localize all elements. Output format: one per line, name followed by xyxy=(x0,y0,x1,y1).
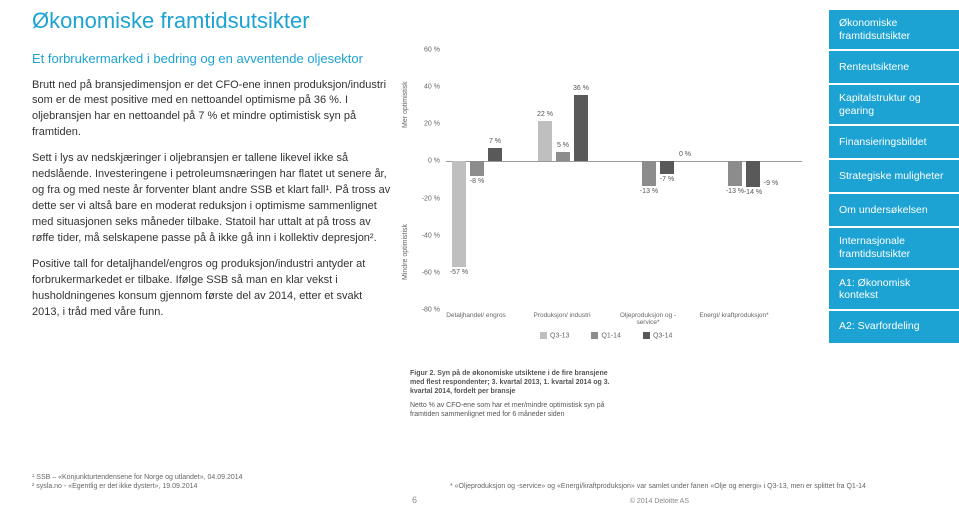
chart-caption: Figur 2. Syn på de økonomiske utsiktene … xyxy=(410,370,610,396)
category-label: Oljeproduksjon og -service* xyxy=(610,312,686,326)
sidebar-item-0[interactable]: Økonomiske framtidsutsikter xyxy=(829,10,959,49)
para-2: Sett i lys av nedskjæringer i oljebransj… xyxy=(32,151,392,247)
ytick: -60 % xyxy=(416,269,440,276)
legend-item: Q3-14 xyxy=(633,332,672,339)
sidebar-item-8[interactable]: A2: Svarfordeling xyxy=(829,311,959,343)
bar-label: -14 % xyxy=(739,189,767,196)
footnote-right: * «Oljeproduksjon og -service» og «Energ… xyxy=(450,482,870,491)
ytick: 40 % xyxy=(416,84,440,91)
sidebar-item-2[interactable]: Kapitalstruktur og gearing xyxy=(829,85,959,124)
bar xyxy=(574,95,588,162)
bar xyxy=(728,161,742,185)
bar-label: 5 % xyxy=(549,142,577,149)
ytick: 20 % xyxy=(416,121,440,128)
footnotes: ¹ SSB – «Konjunkturtendensene for Norge … xyxy=(32,473,243,491)
bar xyxy=(470,161,484,176)
chart-legend: Q3-13 Q1-14 Q3-14 xyxy=(530,332,672,339)
bar-label: -13 % xyxy=(635,188,663,195)
category-label: Detaljhandel/ engros xyxy=(438,312,514,319)
bar-label: 7 % xyxy=(481,138,509,145)
bar xyxy=(538,121,552,162)
sidebar-item-6[interactable]: Internasjonale framtidsutsikter xyxy=(829,228,959,267)
ytick: -40 % xyxy=(416,232,440,239)
sidebar-item-4[interactable]: Strategiske muligheter xyxy=(829,160,959,192)
sidebar-nav: Økonomiske framtidsutsikterRenteutsikten… xyxy=(829,0,959,511)
sidebar-item-3[interactable]: Finansieringsbildet xyxy=(829,126,959,158)
subtitle: Et forbrukermarked i bedring og en avven… xyxy=(32,50,392,68)
bar-label: 0 % xyxy=(671,151,699,158)
bar-label: -9 % xyxy=(757,180,785,187)
ytick: 0 % xyxy=(416,158,440,165)
ytick: -80 % xyxy=(416,307,440,314)
para-1: Brutt ned på bransjedimensjon er det CFO… xyxy=(32,78,392,142)
body-text: Et forbrukermarked i bedring og en avven… xyxy=(32,50,392,420)
sidebar-item-1[interactable]: Renteutsiktene xyxy=(829,51,959,83)
category-label: Energi/ kraftproduksjon* xyxy=(696,312,772,319)
legend-item: Q3-13 xyxy=(530,332,569,339)
bar-label: 36 % xyxy=(567,85,595,92)
copyright: © 2014 Deloitte AS xyxy=(630,498,689,505)
chart-caption-sub: Netto % av CFO-ene som har et mer/mindre… xyxy=(410,402,630,420)
category-label: Produksjon/ industri xyxy=(524,312,600,319)
bar-label: -57 % xyxy=(445,269,473,276)
bar xyxy=(660,161,674,174)
bar xyxy=(556,152,570,161)
bar-label: -7 % xyxy=(653,176,681,183)
ytick: 60 % xyxy=(416,47,440,54)
legend-item: Q1-14 xyxy=(581,332,620,339)
ytick: -20 % xyxy=(416,195,440,202)
ylabel-top: Mer optimistisk xyxy=(402,81,409,128)
bar-label: -8 % xyxy=(463,178,491,185)
bar xyxy=(488,148,502,161)
page-title: Økonomiske framtidsutsikter xyxy=(32,8,813,34)
sidebar-item-5[interactable]: Om undersøkelsen xyxy=(829,194,959,226)
chart: Mer optimistisk Mindre optimistisk 60 %4… xyxy=(410,50,810,420)
page-number: 6 xyxy=(412,495,417,505)
bar-label: 22 % xyxy=(531,111,559,118)
para-3: Positive tall for detaljhandel/engros og… xyxy=(32,257,392,321)
sidebar-item-7[interactable]: A1: Økonomisk kontekst xyxy=(829,270,959,309)
ylabel-bottom: Mindre optimistisk xyxy=(402,224,409,280)
